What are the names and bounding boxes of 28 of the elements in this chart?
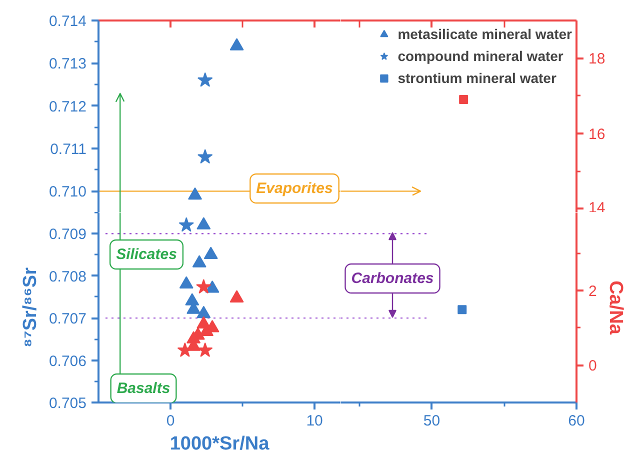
- y-tick-label: 0.713: [48, 56, 87, 73]
- y-tick-label: 0.708: [48, 268, 87, 286]
- y-tick-label: 0.706: [48, 352, 87, 370]
- y-axis-title: ⁸⁷Sr/⁸⁶Sr: [20, 266, 41, 348]
- x-tick-label: 60: [568, 412, 585, 430]
- y2-tick-label: 16: [588, 126, 606, 143]
- legend-label: metasilicate mineral water: [398, 26, 572, 42]
- y-tick-label: 0.710: [48, 184, 87, 201]
- y-tick-label: 0.709: [48, 226, 87, 244]
- annotation: Carbonates: [351, 270, 434, 287]
- text: strontium mineral water: [398, 70, 556, 86]
- y-tick-label: 0.711: [50, 141, 87, 158]
- legend-label: compound mineral water: [398, 48, 564, 64]
- x-tick-label: 0: [166, 412, 175, 430]
- y-tick-label: 0.705: [48, 395, 87, 412]
- y2-tick-label: 18: [588, 50, 606, 68]
- y-tick-label: 0.712: [48, 98, 87, 116]
- y2-axis-title: Ca/Na: [604, 280, 626, 335]
- y-tick-label: 0.707: [48, 310, 87, 328]
- x-tick-label: 50: [423, 412, 440, 430]
- y-tick-label: 0.714: [48, 13, 87, 30]
- x-tick-label: 10: [306, 412, 323, 430]
- annotation: Basalts: [116, 380, 170, 397]
- y2-tick-label: 2: [588, 283, 597, 300]
- ref-line-label: Silicates: [116, 246, 177, 263]
- ref-line-label: Evaporites: [256, 180, 333, 197]
- x-axis-title: 1000*Sr/Na: [170, 434, 270, 454]
- y2-tick-label: 0: [588, 358, 597, 375]
